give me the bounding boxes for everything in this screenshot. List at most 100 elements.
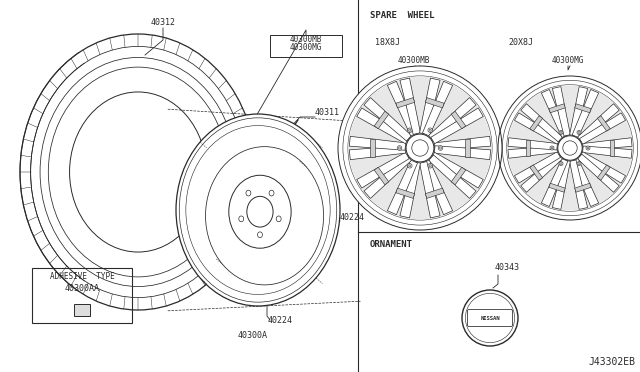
Polygon shape xyxy=(508,138,557,150)
Polygon shape xyxy=(400,161,420,218)
Circle shape xyxy=(408,163,412,168)
Text: ADHESIVE  TYPE: ADHESIVE TYPE xyxy=(50,272,115,281)
Polygon shape xyxy=(508,146,557,158)
Polygon shape xyxy=(356,152,409,188)
Bar xyxy=(270,35,342,57)
Polygon shape xyxy=(552,160,570,209)
Polygon shape xyxy=(431,108,483,144)
Polygon shape xyxy=(451,167,466,185)
Circle shape xyxy=(587,147,589,149)
Text: 40300MB: 40300MB xyxy=(290,35,322,44)
Text: 40300A: 40300A xyxy=(238,331,268,340)
Polygon shape xyxy=(577,104,620,142)
Polygon shape xyxy=(552,87,570,136)
Circle shape xyxy=(550,146,554,150)
Circle shape xyxy=(428,163,433,168)
Polygon shape xyxy=(521,104,563,142)
Polygon shape xyxy=(435,146,491,160)
Circle shape xyxy=(577,131,581,134)
Polygon shape xyxy=(541,158,568,206)
Polygon shape xyxy=(400,78,420,134)
Circle shape xyxy=(578,131,580,134)
Circle shape xyxy=(559,131,563,134)
Polygon shape xyxy=(597,116,610,131)
Text: 40224: 40224 xyxy=(268,316,292,325)
Circle shape xyxy=(560,163,562,164)
Circle shape xyxy=(397,146,402,150)
Polygon shape xyxy=(374,111,389,129)
Polygon shape xyxy=(515,113,561,144)
Polygon shape xyxy=(526,140,531,156)
Ellipse shape xyxy=(71,93,205,251)
Circle shape xyxy=(412,140,428,156)
Polygon shape xyxy=(570,160,588,209)
Polygon shape xyxy=(364,97,412,141)
Circle shape xyxy=(560,131,562,134)
Circle shape xyxy=(428,128,433,132)
Polygon shape xyxy=(582,138,632,150)
Bar xyxy=(32,268,132,323)
Text: 20X8J: 20X8J xyxy=(508,38,533,47)
Polygon shape xyxy=(435,137,491,150)
Circle shape xyxy=(586,146,590,150)
Text: NISSAN: NISSAN xyxy=(480,315,500,321)
Text: 40300MG: 40300MG xyxy=(552,56,584,65)
Polygon shape xyxy=(387,160,417,215)
Circle shape xyxy=(408,128,412,132)
Polygon shape xyxy=(451,111,466,129)
Circle shape xyxy=(439,147,442,149)
Circle shape xyxy=(349,77,492,219)
Polygon shape xyxy=(396,97,415,108)
Ellipse shape xyxy=(205,147,324,285)
Circle shape xyxy=(559,161,563,166)
Polygon shape xyxy=(429,97,476,141)
Circle shape xyxy=(577,161,581,166)
Polygon shape xyxy=(572,158,598,206)
Polygon shape xyxy=(349,146,406,160)
Text: J43302EB: J43302EB xyxy=(588,357,635,367)
Text: 18X8J: 18X8J xyxy=(375,38,400,47)
Polygon shape xyxy=(426,97,444,108)
Polygon shape xyxy=(572,90,598,137)
Text: 40224: 40224 xyxy=(340,213,365,222)
Text: SPARE  WHEEL: SPARE WHEEL xyxy=(370,11,435,20)
Text: 40300MG: 40300MG xyxy=(290,43,322,52)
Polygon shape xyxy=(597,165,610,180)
Polygon shape xyxy=(582,146,632,158)
Polygon shape xyxy=(610,140,614,156)
Ellipse shape xyxy=(176,114,340,306)
Circle shape xyxy=(498,76,640,220)
Polygon shape xyxy=(422,81,452,136)
Polygon shape xyxy=(577,154,620,192)
Polygon shape xyxy=(465,139,470,157)
Polygon shape xyxy=(387,81,417,136)
Text: 40300AA: 40300AA xyxy=(65,284,99,293)
Polygon shape xyxy=(541,90,568,137)
Polygon shape xyxy=(570,87,588,136)
Polygon shape xyxy=(370,139,375,157)
Polygon shape xyxy=(580,113,625,144)
Circle shape xyxy=(563,141,577,155)
Polygon shape xyxy=(349,137,406,150)
FancyBboxPatch shape xyxy=(74,304,90,316)
Polygon shape xyxy=(374,167,389,185)
Circle shape xyxy=(578,163,580,164)
Polygon shape xyxy=(420,161,440,218)
Circle shape xyxy=(398,147,401,149)
Polygon shape xyxy=(575,104,591,113)
Polygon shape xyxy=(515,152,561,183)
Text: ORNAMENT: ORNAMENT xyxy=(370,240,413,249)
Circle shape xyxy=(558,136,582,160)
Circle shape xyxy=(551,147,553,149)
Circle shape xyxy=(406,134,434,162)
Polygon shape xyxy=(521,154,563,192)
Polygon shape xyxy=(580,152,625,183)
Polygon shape xyxy=(429,155,476,198)
Circle shape xyxy=(338,66,502,230)
Circle shape xyxy=(429,129,431,131)
Polygon shape xyxy=(396,188,415,198)
Polygon shape xyxy=(420,78,440,134)
Ellipse shape xyxy=(229,175,291,248)
Polygon shape xyxy=(530,116,543,131)
Polygon shape xyxy=(530,165,543,180)
